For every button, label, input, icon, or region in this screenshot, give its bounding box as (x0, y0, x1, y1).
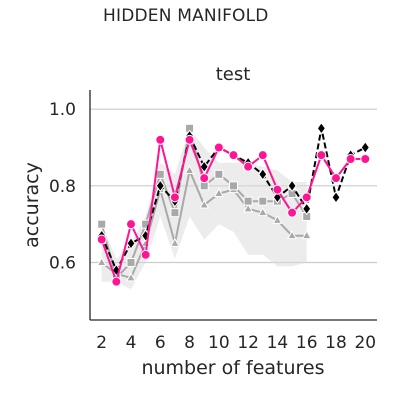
x-tick-label: 4 (126, 333, 137, 353)
data-point-circle (287, 207, 298, 218)
y-tick-label: 0.8 (49, 177, 76, 197)
data-point-triangle (169, 237, 180, 247)
axes (89, 90, 377, 321)
data-point-circle (169, 192, 180, 203)
x-tick-label: 8 (184, 333, 195, 353)
data-point-square (97, 219, 107, 229)
x-tick-label: 10 (208, 333, 230, 353)
x-axis-label: number of features (141, 357, 324, 379)
data-point-square (258, 196, 268, 206)
x-tick-label: 12 (237, 333, 259, 353)
data-point-diamond (126, 236, 136, 250)
data-point-diamond (199, 160, 209, 174)
data-point-triangle (272, 214, 283, 224)
x-tick-label: 16 (296, 333, 318, 353)
series-4 (96, 134, 371, 287)
data-point-circle (140, 249, 151, 260)
data-point-triangle (213, 187, 224, 197)
x-tick-label: 20 (354, 333, 376, 353)
y-tick-label: 0.6 (49, 254, 76, 274)
series-layer (96, 121, 371, 287)
data-point-square (243, 196, 253, 206)
data-point-circle (111, 276, 122, 287)
data-point-circle (301, 192, 312, 203)
data-point-circle (243, 161, 254, 172)
data-point-diamond (287, 179, 297, 193)
data-point-circle (96, 234, 107, 245)
data-point-triangle (96, 256, 107, 266)
data-point-diamond (302, 202, 312, 216)
y-tick-label: 1.0 (49, 100, 76, 120)
x-tick-label: 18 (325, 333, 347, 353)
data-point-circle (199, 173, 210, 184)
data-point-triangle (287, 230, 298, 240)
data-point-square (126, 258, 136, 267)
x-tick-labels: 2 4 6 8 10 12 14 16 18 20 (96, 333, 376, 353)
data-point-circle (360, 154, 371, 164)
data-point-diamond (155, 179, 165, 193)
data-point-triangle (301, 230, 312, 240)
data-point-diamond (316, 121, 326, 135)
data-point-triangle (243, 203, 254, 213)
data-point-circle (316, 150, 327, 161)
series-2 (97, 123, 312, 283)
chart-title: test (216, 64, 251, 85)
data-point-circle (184, 134, 195, 145)
data-point-square (170, 208, 180, 218)
data-point-triangle (125, 272, 137, 282)
data-point-triangle (184, 164, 195, 174)
data-point-square (229, 181, 238, 191)
data-point-circle (345, 154, 356, 164)
x-tick-label: 14 (267, 333, 289, 353)
data-point-diamond (258, 167, 268, 181)
data-point-square (214, 169, 224, 179)
y-axis-label: accuracy (21, 162, 43, 248)
data-point-circle (126, 219, 136, 230)
data-point-circle (272, 184, 283, 195)
data-point-triangle (199, 199, 210, 209)
data-point-circle (228, 150, 239, 161)
figure-title-text: HIDDEN MANIFOLD (103, 6, 269, 26)
data-point-triangle (257, 207, 268, 217)
data-point-circle (213, 142, 224, 153)
y-tick-labels: 0.6 0.8 1.0 (49, 100, 76, 273)
data-point-circle (257, 150, 268, 161)
data-point-square (155, 169, 165, 179)
x-tick-label: 2 (96, 333, 107, 353)
data-point-diamond (331, 190, 341, 204)
data-point-diamond (360, 141, 370, 154)
data-point-circle (331, 173, 341, 184)
data-point-circle (155, 134, 166, 145)
x-tick-label: 6 (155, 333, 166, 353)
